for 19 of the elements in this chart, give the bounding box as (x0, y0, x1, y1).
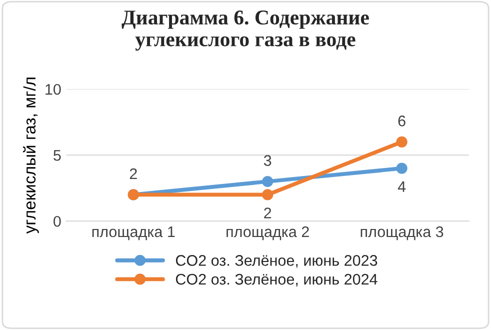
y-tick-label: 5 (54, 150, 61, 161)
point (262, 176, 274, 188)
data-label: 2 (130, 168, 137, 180)
y-tick-label: 0 (54, 216, 61, 227)
y-axis-title: углекислый газ, мг/л (23, 78, 39, 234)
legend-label: CO2 оз. Зелёное, июнь 2023 (176, 255, 378, 268)
data-label: 6 (398, 116, 406, 126)
data-label: 3 (264, 155, 272, 166)
x-tick-label: площадка 3 (360, 226, 444, 240)
legend-label: CO2 оз. Зелёное, июнь 2024 (176, 274, 378, 286)
data-label: 2 (264, 208, 272, 218)
y-tick-label: 10 (46, 84, 61, 95)
x-tick-label: площадка 2 (226, 226, 309, 240)
point (396, 162, 408, 174)
point (396, 136, 408, 148)
data-label: 4 (398, 181, 406, 192)
chart-title: Диаграмма 6. Содержание углекислого газа в воде (122, 10, 369, 51)
x-tick-label: площадка 1 (92, 226, 175, 240)
point (262, 189, 274, 200)
